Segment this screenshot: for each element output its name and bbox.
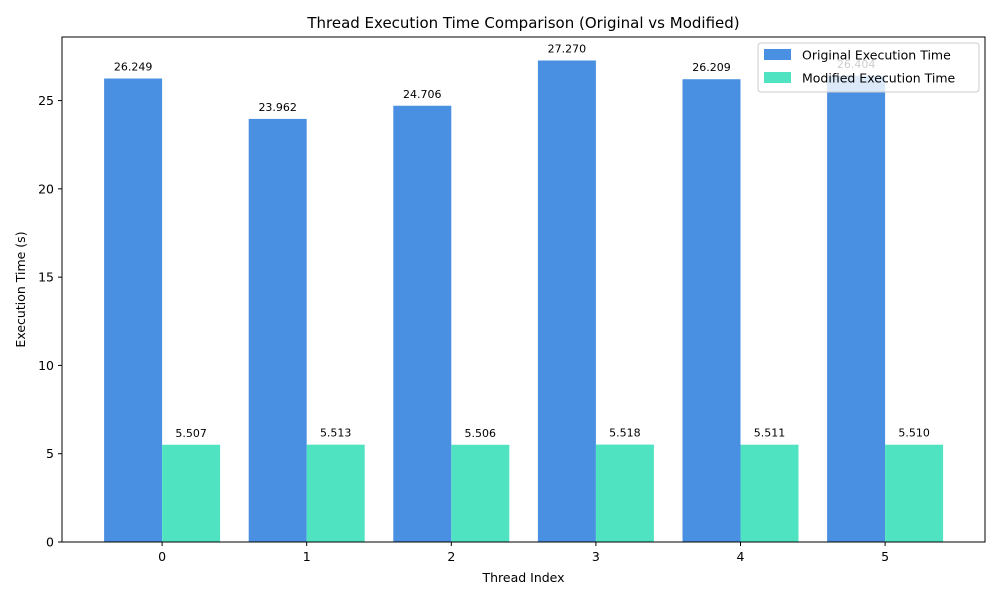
bar-original-0 — [104, 78, 163, 542]
y-tick-label-25: 25 — [38, 93, 54, 108]
data-label-original-3: 27.270 — [548, 42, 587, 55]
legend-swatch-original — [764, 49, 791, 60]
data-label-modified-1: 5.513 — [320, 427, 352, 440]
data-label-modified-2: 5.506 — [465, 427, 497, 440]
x-ticks: 0 1 2 3 4 5 — [158, 542, 889, 564]
chart-title: Thread Execution Time Comparison (Origin… — [306, 14, 739, 32]
data-labels-layer: 26.249 5.507 23.962 5.513 24.706 5.506 27.270 5… — [114, 42, 930, 439]
data-label-modified-5: 5.510 — [898, 427, 930, 440]
data-label-original-1: 23.962 — [258, 101, 297, 114]
data-label-modified-0: 5.507 — [175, 427, 207, 440]
data-label-original-0: 26.249 — [114, 61, 153, 74]
plot-frame — [61, 36, 986, 543]
legend-swatch-modified — [764, 72, 791, 83]
y-tick-label-5: 5 — [46, 446, 54, 461]
axes-layer — [61, 36, 986, 543]
x-tick-label-0: 0 — [158, 549, 166, 564]
legend-frame — [757, 42, 980, 93]
y-tick-label-20: 20 — [38, 181, 54, 196]
x-tick-label-5: 5 — [881, 549, 889, 564]
y-ticks: 0 5 10 15 20 25 — [38, 93, 62, 550]
bar-original-1 — [248, 118, 307, 543]
y-tick-label-0: 0 — [46, 535, 54, 550]
bar-modified-2 — [451, 444, 510, 542]
bar-modified-3 — [595, 444, 654, 542]
bar-original-5 — [827, 75, 886, 543]
y-tick-label-10: 10 — [38, 358, 54, 373]
legend: Original Execution Time Modified Executi… — [757, 42, 980, 93]
legend-label-original: Original Execution Time — [802, 48, 951, 63]
y-tick-label-15: 15 — [38, 270, 54, 285]
bar-modified-5 — [885, 444, 944, 542]
x-tick-label-3: 3 — [592, 549, 600, 564]
bars-layer — [104, 60, 944, 543]
y-axis-label: Execution Time (s) — [13, 231, 28, 347]
x-tick-label-2: 2 — [447, 549, 455, 564]
x-tick-label-4: 4 — [737, 549, 745, 564]
bar-modified-1 — [306, 444, 365, 542]
data-label-modified-4: 5.511 — [754, 427, 786, 440]
bar-modified-4 — [740, 444, 799, 542]
data-label-original-4: 26.209 — [692, 61, 731, 74]
legend-label-modified: Modified Execution Time — [802, 71, 956, 86]
bar-original-4 — [682, 79, 741, 543]
data-label-modified-3: 5.518 — [609, 427, 641, 440]
bar-modified-0 — [162, 444, 221, 542]
x-axis-label: Thread Index — [481, 570, 564, 585]
bar-original-2 — [393, 105, 452, 542]
bar-original-3 — [537, 60, 596, 543]
x-tick-label-1: 1 — [303, 549, 311, 564]
data-label-original-2: 24.706 — [403, 88, 442, 101]
